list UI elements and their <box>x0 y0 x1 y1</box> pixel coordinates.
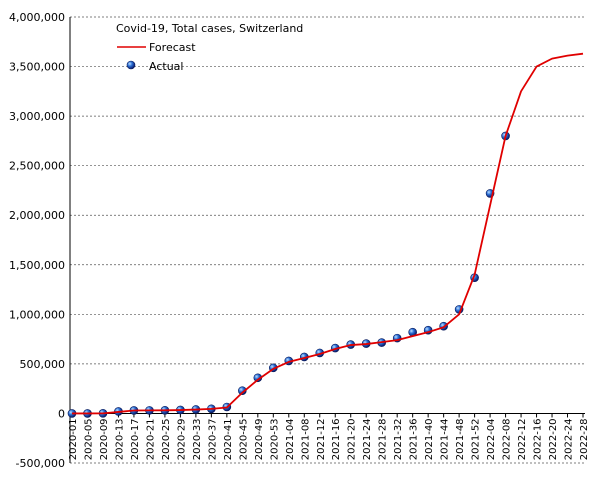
x-tick-label: 2021-52 <box>471 418 482 460</box>
x-tick-label: 2020-21 <box>145 418 156 460</box>
y-tick-label: 3,000,000 <box>9 110 65 123</box>
legend-label: Actual <box>149 60 183 73</box>
x-tick-label: 2022-24 <box>564 418 575 460</box>
x-tick-label: 2020-41 <box>223 418 234 460</box>
x-tick-label: 2021-20 <box>347 418 358 460</box>
x-tick-label: 2021-24 <box>362 418 373 460</box>
legend-marker <box>126 60 136 70</box>
x-tick-label: 2021-08 <box>300 418 311 460</box>
y-tick-label: 4,000,000 <box>9 11 65 24</box>
x-tick-label: 2020-45 <box>238 418 249 460</box>
y-tick-label: -500,000 <box>16 457 65 470</box>
x-tick-label: 2020-05 <box>83 418 94 460</box>
x-tick-label: 2021-04 <box>285 418 296 460</box>
x-tick-label: 2020-25 <box>161 418 172 460</box>
x-tick-label: 2022-16 <box>533 418 544 460</box>
y-tick-label: 0 <box>58 407 65 420</box>
data-point <box>238 386 247 395</box>
x-tick-label: 2020-53 <box>269 418 280 460</box>
x-tick-label: 2022-04 <box>486 418 497 460</box>
x-tick-label: 2020-13 <box>114 418 125 460</box>
x-tick-label: 2021-48 <box>455 418 466 460</box>
x-tick-label: 2022-08 <box>502 418 513 460</box>
x-tick-label: 2020-29 <box>176 418 187 460</box>
x-tick-label: 2021-32 <box>393 418 404 460</box>
x-tick-label: 2021-28 <box>378 418 389 460</box>
x-tick-label: 2020-33 <box>192 418 203 460</box>
x-tick-label: 2020-09 <box>99 418 110 460</box>
y-tick-label: 3,500,000 <box>9 61 65 74</box>
x-tick-label: 2022-28 <box>579 418 590 460</box>
x-tick-label: 2022-20 <box>548 418 559 460</box>
x-tick-label: 2021-16 <box>331 418 342 460</box>
y-tick-label: 1,000,000 <box>9 308 65 321</box>
x-tick-label: 2020-37 <box>207 418 218 460</box>
x-tick-label: 2021-36 <box>409 418 420 460</box>
legend-label: Forecast <box>149 41 196 54</box>
chart-title: Covid-19, Total cases, Switzerland <box>116 22 303 35</box>
x-tick-label: 2021-44 <box>440 418 451 460</box>
y-tick-label: 2,500,000 <box>9 160 65 173</box>
y-tick-label: 1,500,000 <box>9 259 65 272</box>
x-tick-label: 2022-12 <box>517 418 528 460</box>
x-tick-label: 2021-40 <box>424 418 435 460</box>
x-tick-label: 2020-49 <box>254 418 265 460</box>
x-tick-label: 2020-01 <box>68 418 79 460</box>
y-tick-label: 500,000 <box>20 358 66 371</box>
x-tick-label: 2020-17 <box>130 418 141 460</box>
y-tick-label: 2,000,000 <box>9 209 65 222</box>
x-tick-label: 2021-12 <box>316 418 327 460</box>
series-line <box>72 52 584 415</box>
